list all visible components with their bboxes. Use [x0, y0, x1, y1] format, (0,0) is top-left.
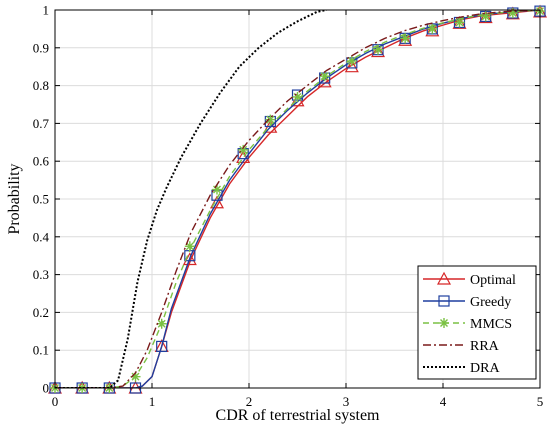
y-tick-label: 1	[43, 3, 50, 18]
x-axis: 0 1 2 3 4 5	[52, 10, 544, 409]
legend: Optimal Greedy MMCS RRA DRA	[417, 265, 537, 380]
data-point-mmcs	[184, 241, 195, 252]
data-point-mmcs	[211, 184, 222, 195]
x-axis-label: CDR of terrestrial system	[216, 407, 381, 424]
data-point-mmcs	[427, 23, 438, 34]
series-line-greedy	[55, 10, 540, 388]
legend-marker	[438, 295, 450, 307]
x-tick-label: 3	[343, 394, 350, 409]
y-tick-label: 0.4	[33, 229, 50, 244]
x-tick-label: 2	[246, 394, 253, 409]
y-tick-label: 0.6	[33, 154, 50, 169]
y-tick-label: 0.7	[33, 116, 50, 131]
y-tick-label: 0.3	[33, 267, 49, 282]
legend-label: MMCS	[470, 317, 512, 332]
y-tick-label: 0.1	[33, 343, 49, 358]
data-point-mmcs	[292, 91, 303, 102]
data-point-mmcs	[373, 44, 384, 55]
y-tick-label: 0.5	[33, 192, 49, 207]
data-point-mmcs	[346, 56, 357, 67]
legend-item-optimal: Optimal	[423, 271, 516, 288]
series-greedy	[55, 10, 540, 388]
data-point-mmcs	[454, 17, 465, 28]
data-point-mmcs	[238, 144, 249, 155]
y-tick-label: 0.2	[33, 305, 49, 320]
legend-marker	[436, 271, 452, 285]
series-dra	[55, 10, 327, 388]
legend-item-greedy: Greedy	[423, 295, 511, 310]
data-point-optimal	[425, 23, 440, 37]
legend-marker	[439, 318, 449, 328]
legend-label: DRA	[470, 361, 500, 376]
y-axis: 0 0.1 0.2 0.3 0.4 0.5 0.6 0.7 0.8 0.9 1	[33, 3, 540, 396]
legend-label: Optimal	[470, 273, 516, 288]
data-point-optimal	[344, 59, 359, 73]
data-point-greedy	[156, 340, 168, 353]
data-point-mmcs	[265, 114, 276, 125]
series-mmcs	[55, 10, 540, 388]
series-line-dra	[55, 10, 327, 388]
y-axis-label: Probability	[6, 163, 23, 234]
legend-item-dra: DRA	[423, 361, 500, 376]
legend-label: RRA	[470, 339, 500, 354]
x-tick-label: 5	[537, 394, 544, 409]
data-point-mmcs	[156, 318, 167, 329]
legend-label: Greedy	[470, 295, 511, 310]
series-line-mmcs	[55, 10, 540, 388]
data-point-optimal	[398, 32, 413, 46]
data-point-optimal	[209, 195, 225, 209]
data-point-mmcs	[400, 33, 411, 44]
y-tick-label: 0.9	[33, 40, 49, 55]
series-rra	[55, 10, 540, 388]
legend-item-rra: RRA	[423, 339, 500, 354]
y-tick-label: 0	[43, 381, 50, 396]
data-point-optimal	[370, 44, 386, 58]
legend-item-mmcs: MMCS	[423, 317, 512, 332]
x-tick-label: 4	[440, 394, 447, 409]
series-line-rra	[55, 10, 540, 388]
x-tick-label: 1	[149, 394, 156, 409]
y-tick-label: 0.8	[33, 78, 49, 93]
x-tick-label: 0	[52, 394, 59, 409]
